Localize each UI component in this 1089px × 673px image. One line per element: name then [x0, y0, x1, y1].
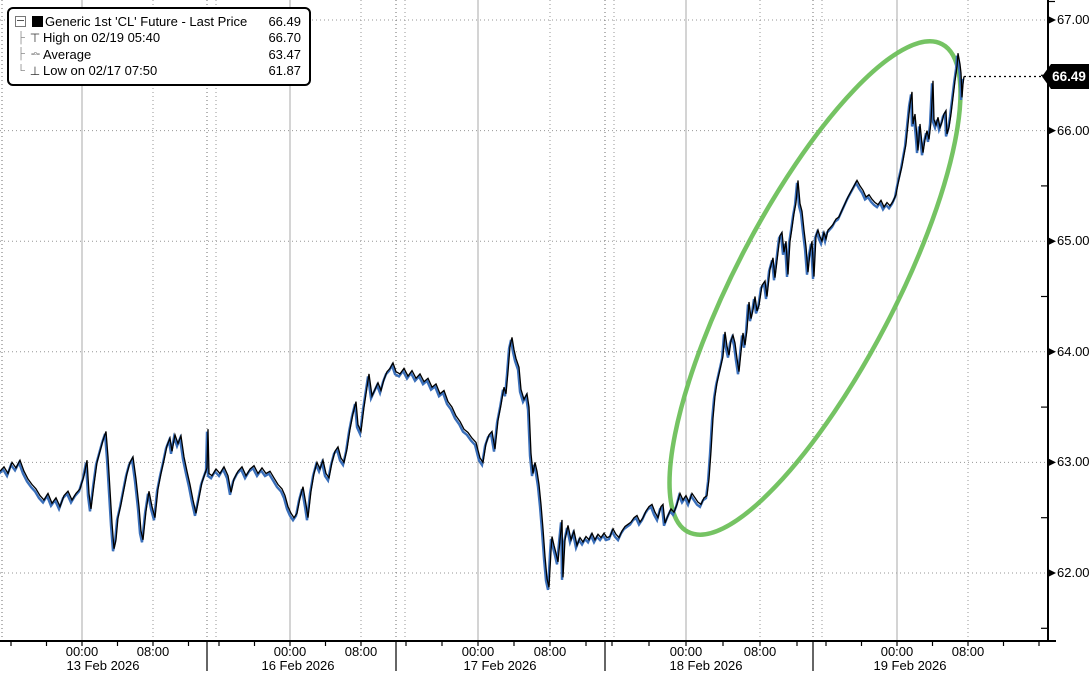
- low-marker-icon: ⊥: [29, 63, 41, 78]
- x-time-label: 00:00: [65, 644, 99, 659]
- legend-row-last-price: Generic 1st 'CL' Future - Last Price 66.…: [15, 13, 301, 30]
- legend-high-label: High on 02/19 05:40: [43, 30, 161, 46]
- y-axis-label: 67.00: [1057, 12, 1089, 27]
- collapse-tree-icon[interactable]: [15, 15, 26, 27]
- y-axis-label: 63.00: [1057, 454, 1089, 470]
- legend-average-value: 63.47: [268, 46, 301, 62]
- y-tick-arrow: [1048, 347, 1056, 356]
- y-tick-arrow: [1048, 569, 1056, 577]
- last-price-badge: [1042, 64, 1089, 89]
- y-axis-label: 65.00: [1057, 233, 1089, 249]
- legend-row-low: └ ⊥ Low on 02/17 07:50 61.87: [15, 63, 301, 80]
- legend-average-label: Average: [43, 46, 92, 62]
- highlight-ellipse-annotation: [667, 39, 963, 537]
- series-swatch-icon: [29, 15, 45, 27]
- legend-last-price-value: 66.49: [268, 13, 301, 29]
- tree-branch-icon: └: [17, 64, 25, 77]
- y-tick-arrow: [1048, 458, 1056, 467]
- x-date-label: 19 Feb 2026: [873, 658, 947, 673]
- high-marker-icon: ⊤: [29, 30, 41, 45]
- x-date-label: 13 Feb 2026: [66, 658, 140, 673]
- x-time-label: 00:00: [669, 644, 703, 659]
- tree-branch-icon: ├: [17, 31, 25, 44]
- x-time-label: 00:00: [461, 644, 495, 659]
- legend-row-high: ├ ⊤ High on 02/19 05:40 66.70: [15, 30, 301, 47]
- y-axis-label: 64.00: [1057, 343, 1089, 359]
- price-line-blue: [0, 55, 965, 591]
- x-time-label: 08:00: [743, 644, 777, 659]
- x-date-label: 17 Feb 2026: [463, 658, 537, 673]
- y-axis-label: 62.00: [1057, 565, 1089, 580]
- x-time-label: 00:00: [880, 644, 914, 659]
- x-time-label: 08:00: [951, 644, 985, 659]
- tree-branch-icon: ├: [17, 48, 25, 61]
- x-date-label: 18 Feb 2026: [669, 658, 743, 673]
- price-line: [0, 53, 965, 588]
- last-price-badge-label: 66.49: [1052, 69, 1086, 84]
- legend-series-label: Generic 1st 'CL' Future - Last Price: [45, 13, 248, 29]
- y-tick-arrow: [1048, 126, 1056, 135]
- legend-high-value: 66.70: [268, 30, 301, 46]
- x-time-label: 08:00: [533, 644, 567, 659]
- x-time-label: 08:00: [344, 644, 378, 659]
- legend-low-value: 61.87: [268, 63, 301, 79]
- y-axis-label: 66.00: [1057, 122, 1089, 138]
- average-marker-icon: -◦-: [30, 48, 40, 61]
- x-date-label: 16 Feb 2026: [261, 658, 335, 673]
- y-tick-arrow: [1048, 237, 1056, 246]
- x-time-label: 00:00: [273, 644, 307, 659]
- legend-box: Generic 1st 'CL' Future - Last Price 66.…: [7, 7, 311, 86]
- legend-row-average: ├ -◦- Average 63.47: [15, 46, 301, 63]
- legend-low-label: Low on 02/17 07:50: [43, 63, 158, 79]
- y-tick-arrow: [1048, 16, 1056, 24]
- x-time-label: 08:00: [136, 644, 170, 659]
